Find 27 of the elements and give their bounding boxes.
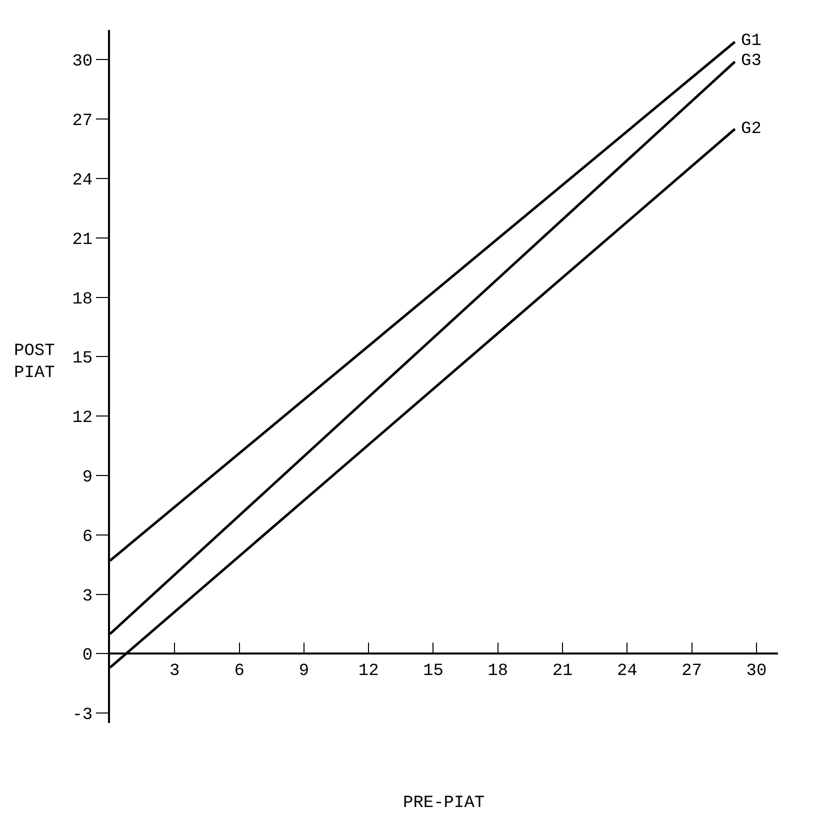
y-tick-label: -3 xyxy=(72,706,93,726)
series-label: G3 xyxy=(741,52,762,71)
x-tick-label: 15 xyxy=(423,662,444,682)
series-label: G1 xyxy=(741,32,762,51)
y-tick-label: 3 xyxy=(82,587,93,606)
x-tick-label: 27 xyxy=(682,662,702,682)
x-tick-label: 3 xyxy=(170,662,180,682)
y-tick-label: 21 xyxy=(72,230,93,250)
y-axis-title: POST PIAT xyxy=(14,342,55,384)
series-label: G2 xyxy=(741,120,762,139)
y-tick-label: 6 xyxy=(82,528,93,547)
y-tick-label: 24 xyxy=(72,171,93,190)
x-tick-label: 30 xyxy=(746,662,767,682)
x-tick-label: 6 xyxy=(234,662,244,682)
y-tick-label: 9 xyxy=(82,468,93,488)
y-tick-label: 30 xyxy=(72,52,93,72)
x-tick-label: 12 xyxy=(358,662,379,682)
y-tick-label: 15 xyxy=(72,350,93,369)
x-tick-label: 24 xyxy=(616,662,638,682)
x-tick-label: 21 xyxy=(552,662,573,682)
x-axis-title: PRE-PIAT xyxy=(403,794,485,813)
y-tick-label: 27 xyxy=(72,112,93,132)
y-tick-label: 18 xyxy=(72,290,93,310)
x-tick-label: 9 xyxy=(298,662,310,682)
y-tick-label: 0 xyxy=(82,646,93,666)
x-tick-label: 18 xyxy=(488,662,508,682)
y-tick-label: 12 xyxy=(72,409,93,428)
